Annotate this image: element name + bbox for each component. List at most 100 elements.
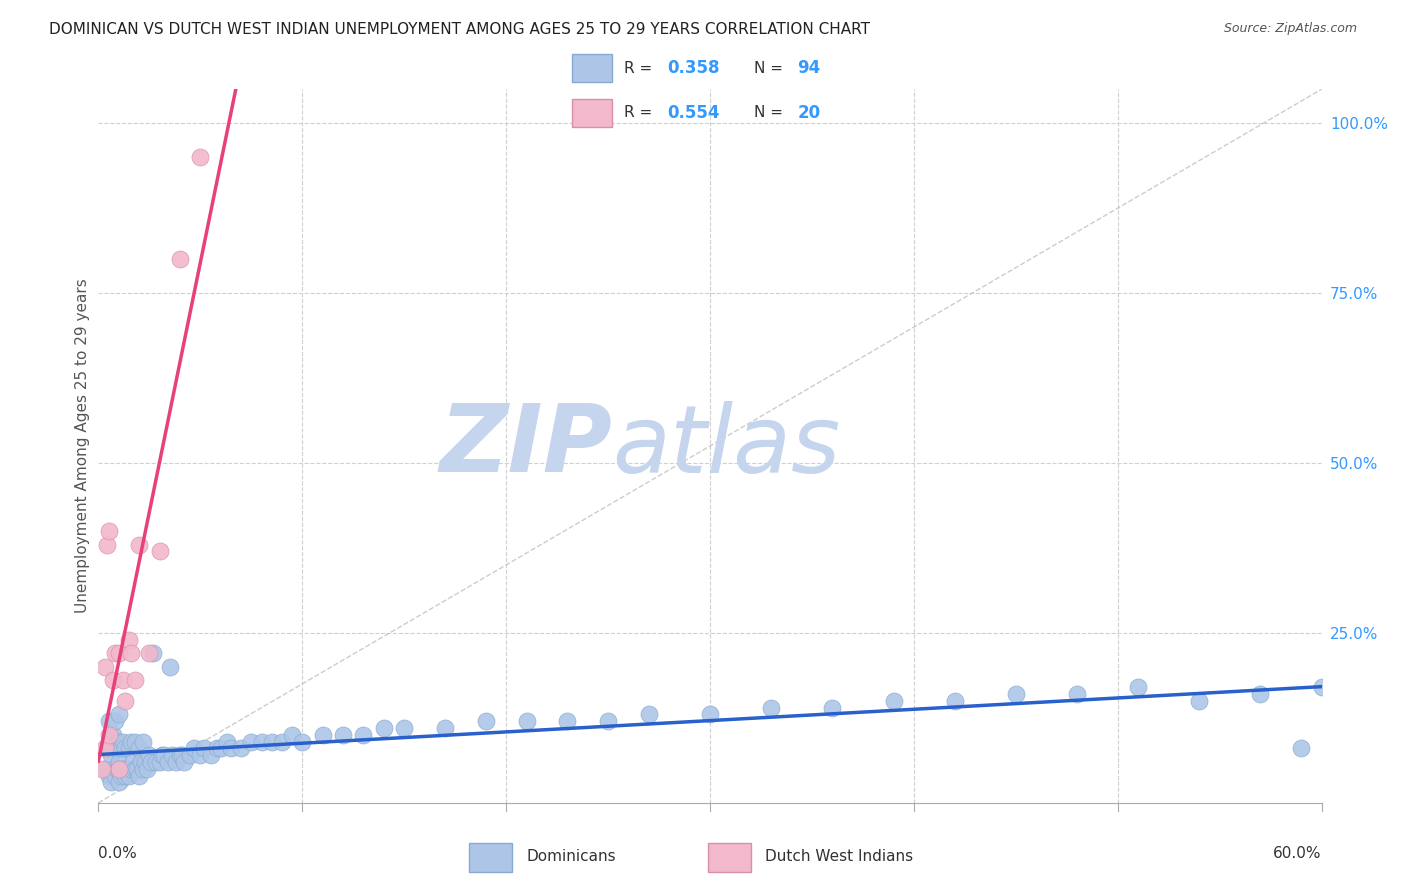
Point <box>97 769 120 783</box>
Point <box>173 755 195 769</box>
Point <box>104 741 127 756</box>
Point <box>108 707 131 722</box>
Point <box>291 734 314 748</box>
Point <box>1066 687 1088 701</box>
Point <box>104 646 127 660</box>
Point <box>114 769 136 783</box>
Point <box>110 741 132 756</box>
Point <box>120 734 142 748</box>
Point <box>108 775 131 789</box>
Point <box>108 755 131 769</box>
Point <box>169 252 191 266</box>
Point <box>219 741 242 756</box>
Point <box>105 734 128 748</box>
Point <box>100 775 122 789</box>
Text: Source: ZipAtlas.com: Source: ZipAtlas.com <box>1223 22 1357 36</box>
Point <box>170 748 193 763</box>
Point <box>352 728 374 742</box>
Point <box>129 755 152 769</box>
Point <box>124 762 146 776</box>
Point <box>1004 687 1026 701</box>
Point <box>104 769 127 783</box>
Text: 94: 94 <box>797 59 821 77</box>
Point <box>215 734 238 748</box>
Point <box>159 660 181 674</box>
Text: DOMINICAN VS DUTCH WEST INDIAN UNEMPLOYMENT AMONG AGES 25 TO 29 YEARS CORRELATIO: DOMINICAN VS DUTCH WEST INDIAN UNEMPLOYM… <box>49 22 870 37</box>
Point <box>149 755 172 769</box>
Point <box>141 755 163 769</box>
Text: atlas: atlas <box>612 401 841 491</box>
FancyBboxPatch shape <box>572 54 612 82</box>
Point <box>97 714 120 729</box>
Point <box>149 544 172 558</box>
Point <box>179 748 201 763</box>
Point <box>188 150 212 164</box>
Point <box>142 646 165 660</box>
Point <box>231 741 253 756</box>
Point <box>114 741 136 756</box>
Point <box>93 762 115 776</box>
Text: 0.554: 0.554 <box>668 104 720 122</box>
Point <box>114 694 136 708</box>
Point <box>108 762 131 776</box>
Point <box>160 748 183 763</box>
FancyBboxPatch shape <box>572 99 612 127</box>
Point <box>598 714 620 729</box>
Point <box>156 755 179 769</box>
Point <box>128 769 150 783</box>
Text: N =: N = <box>754 105 787 120</box>
Point <box>111 734 134 748</box>
Point <box>883 694 905 708</box>
Point <box>392 721 416 735</box>
Point <box>474 714 498 729</box>
Point <box>97 734 120 748</box>
Point <box>193 741 215 756</box>
FancyBboxPatch shape <box>468 843 512 872</box>
Point <box>555 714 579 729</box>
Point <box>100 748 122 763</box>
Point <box>108 762 131 776</box>
Text: 60.0%: 60.0% <box>1274 846 1322 861</box>
Point <box>120 646 142 660</box>
Point <box>1249 687 1271 701</box>
Point <box>110 769 132 783</box>
Point <box>281 728 304 742</box>
Point <box>115 762 138 776</box>
Point <box>434 721 457 735</box>
Point <box>205 741 228 756</box>
Point <box>270 734 294 748</box>
Point <box>943 694 966 708</box>
Point <box>101 673 124 688</box>
Point <box>132 734 155 748</box>
Point <box>96 537 118 551</box>
Point <box>821 700 844 714</box>
Point <box>209 741 232 756</box>
Point <box>101 728 124 742</box>
Point <box>312 728 335 742</box>
Point <box>93 741 115 756</box>
Point <box>124 734 146 748</box>
FancyBboxPatch shape <box>707 843 751 872</box>
Point <box>169 748 191 763</box>
Point <box>108 734 131 748</box>
Text: R =: R = <box>624 61 658 76</box>
Point <box>637 707 661 722</box>
Point <box>200 748 222 763</box>
Point <box>118 741 141 756</box>
Point <box>122 755 145 769</box>
Point <box>120 762 142 776</box>
Point <box>516 714 538 729</box>
Point <box>1128 680 1150 694</box>
Point <box>111 762 134 776</box>
Point <box>136 762 159 776</box>
Point <box>124 673 146 688</box>
Point <box>260 734 283 748</box>
Point <box>761 700 783 714</box>
Point <box>128 537 150 551</box>
Point <box>240 734 263 748</box>
Point <box>128 741 150 756</box>
Point <box>134 755 156 769</box>
Text: ZIP: ZIP <box>439 400 612 492</box>
Point <box>1188 694 1211 708</box>
Point <box>138 748 160 763</box>
